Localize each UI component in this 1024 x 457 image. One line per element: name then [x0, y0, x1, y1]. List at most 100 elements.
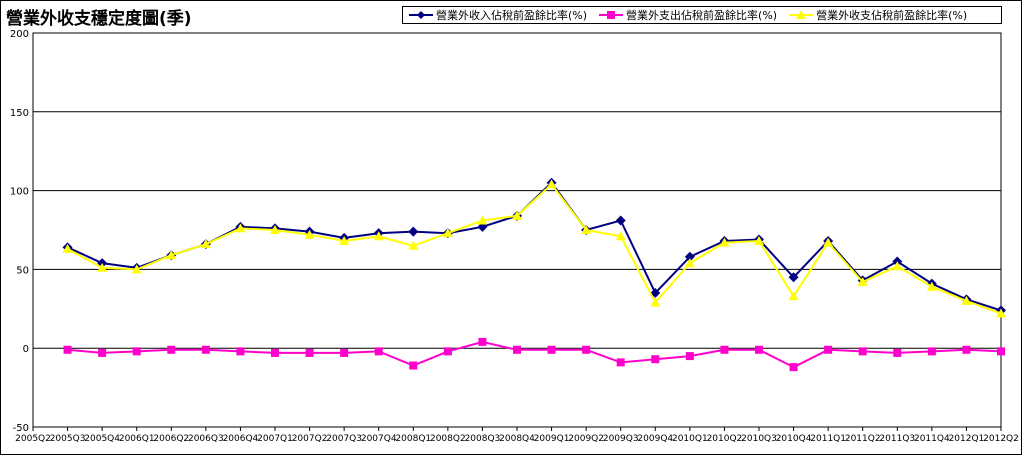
plot-border: [32, 32, 1002, 428]
x-tick-label: 2010Q2: [707, 434, 743, 444]
data-point: [788, 272, 799, 283]
data-point: [650, 297, 661, 307]
x-tick-label: 2006Q1: [119, 434, 155, 444]
legend-label-net: 營業外收支佔稅前盈餘比率(%): [816, 9, 968, 22]
x-tick-label: 2008Q3: [465, 434, 501, 444]
data-point: [374, 347, 383, 356]
data-point: [409, 361, 418, 370]
data-point: [997, 347, 1005, 356]
x-tick-label: 2011Q1: [810, 434, 846, 444]
data-point: [582, 345, 591, 354]
data-point: [684, 251, 695, 262]
data-point: [236, 347, 245, 356]
x-tick-label: 2007Q3: [326, 434, 362, 444]
legend: 營業外收入佔稅前盈餘比率(%) 營業外支出佔稅前盈餘比率(%) 營業外收支佔稅前…: [402, 6, 1002, 24]
data-point: [270, 225, 280, 234]
data-point: [962, 345, 971, 354]
data-point: [857, 277, 868, 287]
data-point: [512, 210, 522, 220]
x-tick-label: 2011Q4: [914, 434, 950, 444]
data-point: [926, 281, 937, 291]
data-point: [235, 223, 246, 233]
data-point: [961, 295, 972, 305]
x-tick-label: 2007Q1: [257, 434, 293, 444]
legend-marker-diamond-icon: [409, 11, 433, 19]
x-tick-label: 2010Q3: [741, 434, 777, 444]
data-point: [996, 308, 1006, 318]
data-point: [98, 348, 107, 357]
data-point: [305, 348, 314, 357]
data-point: [166, 250, 177, 260]
data-point: [547, 345, 556, 354]
x-tick-label: 2010Q4: [776, 434, 812, 444]
data-point: [927, 347, 936, 356]
data-point: [132, 347, 141, 356]
y-tick-label: 200: [10, 29, 29, 40]
data-point: [97, 262, 108, 272]
x-tick-label: 2006Q2: [153, 434, 189, 444]
legend-label-expense: 營業外支出佔稅前盈餘比率(%): [626, 9, 778, 22]
data-point: [131, 264, 142, 274]
data-point: [443, 347, 452, 356]
data-point: [720, 345, 729, 354]
y-tick-label: 50: [16, 265, 29, 276]
x-tick-label: 2012Q1: [949, 434, 985, 444]
y-tick-label: 100: [10, 187, 29, 198]
legend-item-income: 營業外收入佔稅前盈餘比率(%): [409, 7, 587, 23]
data-point: [651, 355, 660, 364]
data-point: [615, 215, 626, 226]
data-point: [63, 345, 72, 354]
data-point: [513, 345, 521, 354]
data-point: [754, 236, 764, 246]
legend-marker-square-icon: [599, 11, 624, 19]
data-point: [340, 348, 349, 357]
x-tick-label: 2005Q2: [15, 434, 51, 444]
data-point: [62, 243, 73, 253]
data-point: [339, 236, 350, 246]
series-line-1: [67, 340, 1002, 369]
data-point: [719, 237, 730, 247]
y-tick-label: -50: [13, 423, 29, 434]
x-tick-label: 2007Q2: [292, 434, 328, 444]
data-point: [684, 258, 695, 268]
data-point: [477, 215, 488, 225]
x-tick-label: 2008Q1: [395, 434, 431, 444]
x-tick-label: 2008Q4: [499, 434, 535, 444]
legend-marker-triangle-icon: [789, 10, 814, 19]
x-tick-label: 2006Q4: [223, 434, 259, 444]
y-tick-label: 0: [23, 344, 29, 355]
x-tick-label: 2009Q3: [603, 434, 639, 444]
data-point: [271, 348, 279, 357]
data-point: [167, 345, 176, 354]
data-point: [615, 231, 626, 241]
data-point: [858, 347, 867, 356]
data-point: [755, 345, 763, 354]
x-tick-label: 2011Q2: [845, 434, 881, 444]
data-point: [616, 358, 625, 367]
data-point: [408, 226, 419, 237]
data-point: [478, 337, 487, 346]
data-point: [892, 261, 903, 271]
x-tick-label: 2012Q2: [983, 434, 1019, 444]
data-point: [442, 228, 453, 238]
data-point: [200, 239, 211, 249]
data-point: [546, 179, 557, 189]
x-tick-label: 2005Q3: [50, 434, 86, 444]
x-tick-label: 2005Q4: [84, 434, 120, 444]
data-point: [823, 237, 834, 247]
x-tick-label: 2009Q2: [568, 434, 604, 444]
legend-label-income: 營業外收入佔稅前盈餘比率(%): [436, 9, 588, 22]
x-tick-label: 2009Q4: [637, 434, 673, 444]
x-tick-label: 2006Q3: [188, 434, 224, 444]
x-tick-label: 2009Q1: [534, 434, 570, 444]
chart-title: 營業外收支穩定度圖(季): [6, 9, 192, 29]
x-tick-label: 2011Q3: [879, 434, 915, 444]
data-point: [788, 291, 799, 301]
y-tick-label: 150: [10, 108, 29, 119]
data-point: [373, 231, 384, 241]
x-tick-label: 2008Q2: [430, 434, 466, 444]
data-point: [304, 229, 315, 239]
data-point: [581, 225, 592, 234]
